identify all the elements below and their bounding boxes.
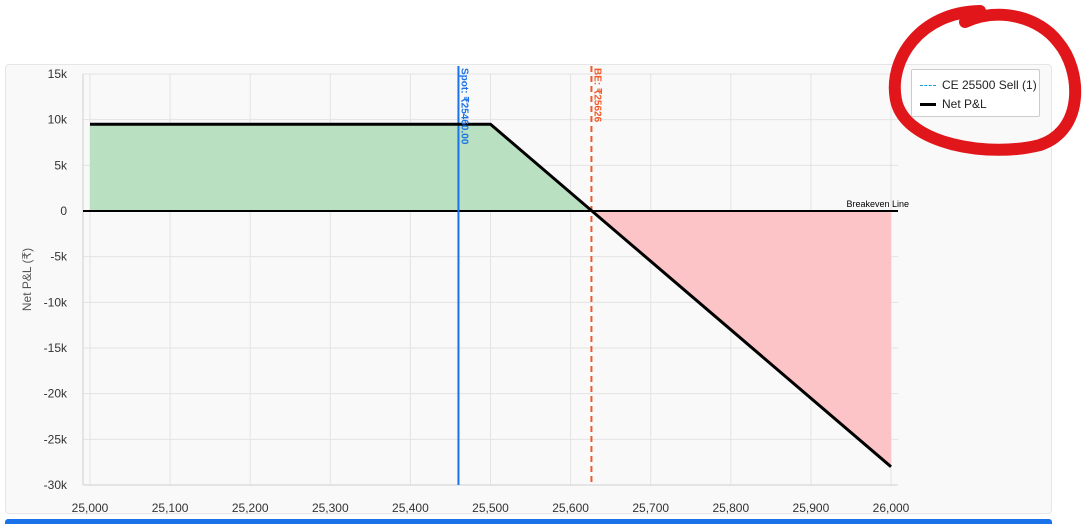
- legend-label: CE 25500 Sell (1): [942, 78, 1037, 92]
- x-tick-label: 26,000: [873, 501, 910, 515]
- highlight-circle-annotation: [888, 5, 1082, 156]
- x-tick-label: 25,500: [472, 501, 509, 515]
- x-tick-label: 25,000: [72, 501, 109, 515]
- chart-legend: CE 25500 Sell (1) Net P&L: [911, 69, 1040, 117]
- y-tick-label: -5k: [50, 250, 68, 264]
- legend-item-ce-sell[interactable]: CE 25500 Sell (1): [920, 78, 1037, 92]
- bottom-panel-edge: [5, 519, 1052, 524]
- y-tick-label: 0: [60, 204, 67, 218]
- legend-item-net-pnl[interactable]: Net P&L: [920, 97, 987, 111]
- legend-swatch-dashed: [920, 84, 936, 86]
- spot-line-label: Spot: ₹25460.00: [458, 68, 469, 145]
- y-tick-label: -25k: [44, 432, 68, 446]
- profit-area: [90, 124, 592, 211]
- breakeven-marker-label: BE: ₹25626: [591, 68, 602, 123]
- y-tick-label: -15k: [44, 341, 68, 355]
- x-tick-label: 25,100: [152, 501, 189, 515]
- legend-swatch-solid: [920, 102, 936, 106]
- x-tick-label: 25,300: [312, 501, 349, 515]
- x-tick-label: 25,400: [392, 501, 429, 515]
- y-tick-label: -30k: [44, 478, 68, 492]
- legend-label: Net P&L: [942, 97, 987, 111]
- breakeven-line-label: Breakeven Line: [846, 199, 909, 209]
- x-tick-label: 25,700: [632, 501, 669, 515]
- y-tick-label: -20k: [44, 387, 68, 401]
- x-tick-label: 25,800: [712, 501, 749, 515]
- y-tick-label: 5k: [54, 158, 68, 172]
- x-tick-label: 25,600: [552, 501, 589, 515]
- y-tick-label: 15k: [48, 67, 68, 81]
- y-axis-title: Net P&L (₹): [20, 248, 34, 311]
- net-pnl-line: [90, 122, 892, 468]
- y-tick-label: 10k: [48, 113, 68, 127]
- x-tick-label: 25,200: [232, 501, 269, 515]
- y-tick-label: -10k: [44, 295, 68, 309]
- x-tick-label: 25,900: [793, 501, 830, 515]
